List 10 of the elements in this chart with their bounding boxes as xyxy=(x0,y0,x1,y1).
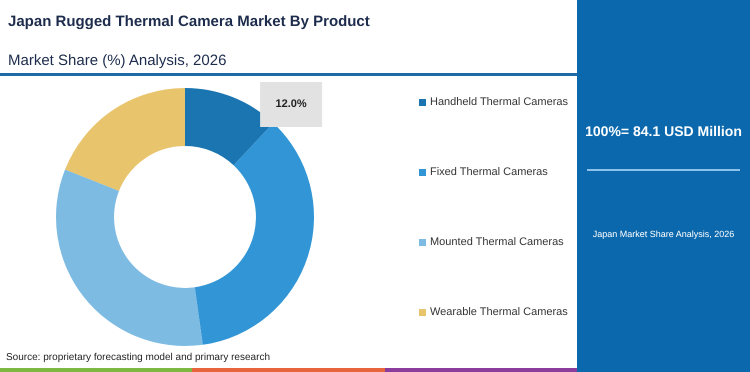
legend-label: Wearable Thermal Cameras xyxy=(430,306,568,318)
source-note: Source: proprietary forecasting model and primary research xyxy=(6,352,270,363)
legend-label: Mounted Thermal Cameras xyxy=(430,236,564,248)
text: 100%= 84.1 USD Million xyxy=(584,123,743,139)
text: Japan Market Share Analysis, 2026 xyxy=(592,229,736,239)
legend-label: Fixed Thermal Cameras xyxy=(430,166,548,178)
legend-label: Handheld Thermal Cameras xyxy=(430,96,568,108)
data-label: 12.0% xyxy=(276,98,307,110)
chart-subtitle: Market Share (%) Analysis, 2026 xyxy=(8,52,226,69)
chart-title: Japan Rugged Thermal Camera Market By Product xyxy=(8,13,370,30)
